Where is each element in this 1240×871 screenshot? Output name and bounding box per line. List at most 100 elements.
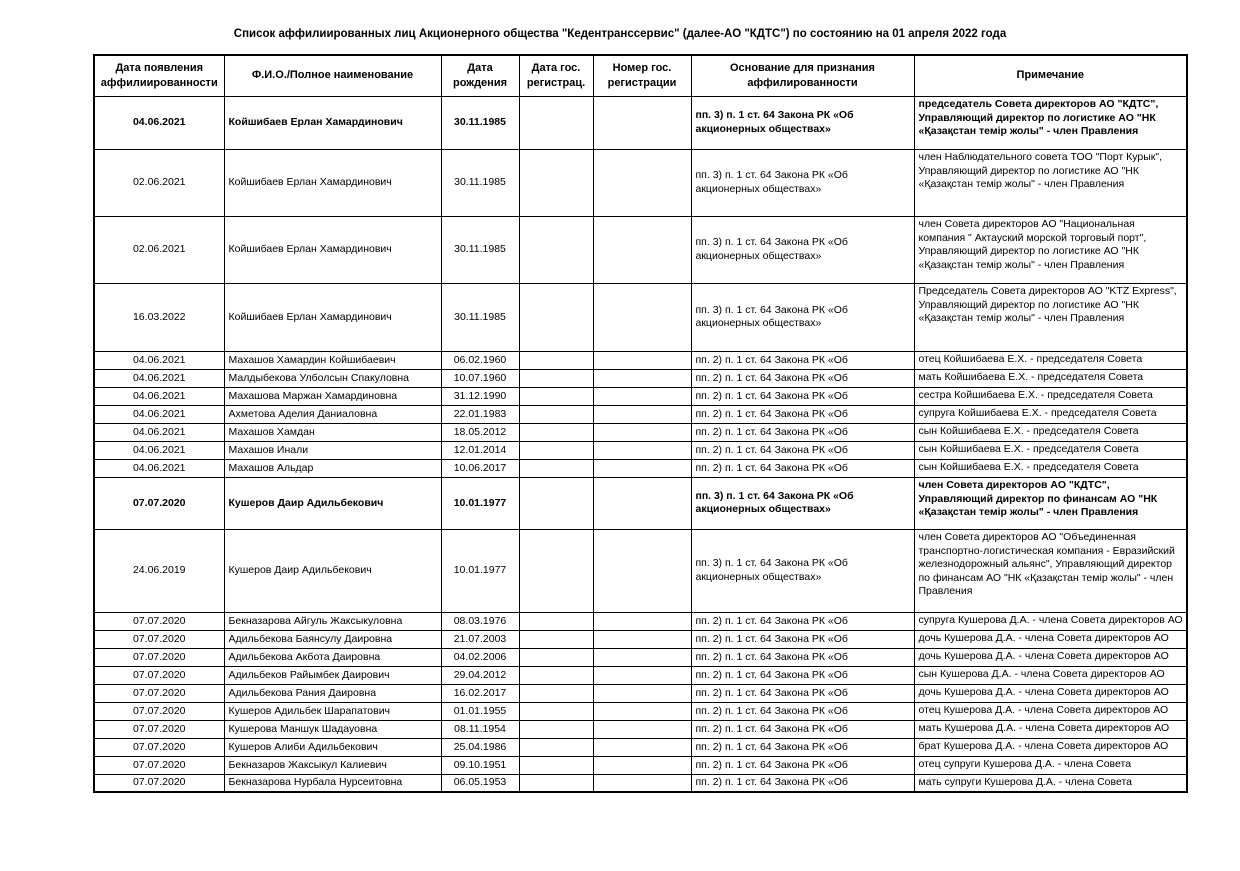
table-cell <box>518 95 594 150</box>
table-cell: 07.07.2020 <box>93 773 225 793</box>
table-cell <box>518 386 594 406</box>
column-header-1: Ф.И.О./Полное наименование <box>223 54 442 97</box>
table-cell: 21.07.2003 <box>440 629 520 649</box>
table-row: 24.06.2019 Кушеров Даир Адильбекович 10.01… <box>93 528 1188 613</box>
table-cell: Койшибаев Ерлан Хамардинович <box>223 148 442 217</box>
table-cell: Председатель Совета директоров АО "KTZ E… <box>913 282 1188 352</box>
table-row: 04.06.2021 Койшибаев Ерлан Хамардинович 30… <box>93 95 1188 150</box>
table-cell: 07.07.2020 <box>93 665 225 685</box>
table-cell <box>592 458 692 478</box>
table-cell <box>518 404 594 424</box>
table-cell: пп. 2) п. 1 ст. 64 Закона РК «Об <box>690 386 915 406</box>
table-cell: 07.07.2020 <box>93 737 225 757</box>
table-cell: пп. 2) п. 1 ст. 64 Закона РК «Об <box>690 737 915 757</box>
table-row: 02.06.2021 Койшибаев Ерлан Хамардинович 30… <box>93 148 1188 217</box>
table-cell: 02.06.2021 <box>93 148 225 217</box>
table-cell: 12.01.2014 <box>440 440 520 460</box>
table-cell: Бекназарова Айгуль Жаксыкуловна <box>223 611 442 631</box>
table-cell: 30.11.1985 <box>440 95 520 150</box>
table-cell <box>592 629 692 649</box>
table-cell <box>592 148 692 217</box>
table-cell: 31.12.1990 <box>440 386 520 406</box>
table-cell: 07.07.2020 <box>93 701 225 721</box>
table-cell: 29.04.2012 <box>440 665 520 685</box>
table-cell <box>592 665 692 685</box>
table-cell: 04.06.2021 <box>93 422 225 442</box>
table-cell <box>592 215 692 284</box>
table-cell: сын Койшибаева Е.Х. - председателя Совет… <box>913 440 1188 460</box>
table-cell <box>518 528 594 613</box>
table-cell: сын Койшибаева Е.Х. - председателя Совет… <box>913 458 1188 478</box>
table-cell: Койшибаев Ерлан Хамардинович <box>223 95 442 150</box>
table-cell <box>518 683 594 703</box>
table-row: 04.06.2021 Махашов Альдар 10.06.2017 пп. 2)… <box>93 458 1188 478</box>
table-row: 07.07.2020 Адильбеков Райымбек Даирович 29… <box>93 665 1188 685</box>
table-cell: 04.06.2021 <box>93 440 225 460</box>
column-header-4: Номер гос. регистрации <box>592 54 692 97</box>
table-cell: мать Кушерова Д.А. - члена Совета директ… <box>913 719 1188 739</box>
table-body: 04.06.2021 Койшибаев Ерлан Хамардинович 30… <box>93 95 1188 793</box>
table-cell: отец супруги Кушерова Д.А. - члена Совет… <box>913 755 1188 775</box>
table-cell: пп. 3) п. 1 ст. 64 Закона РК «Об акционе… <box>690 95 915 150</box>
table-row: 04.06.2021 Махашов Хамдан 18.05.2012 пп. 2)… <box>93 422 1188 442</box>
table-cell <box>592 350 692 370</box>
table-cell: пп. 2) п. 1 ст. 64 Закона РК «Об <box>690 458 915 478</box>
table-cell: пп. 2) п. 1 ст. 64 Закона РК «Об <box>690 665 915 685</box>
table-cell: 07.07.2020 <box>93 629 225 649</box>
table-cell: Бекназаров Жаксыкул Калиевич <box>223 755 442 775</box>
table-cell: Кушеров Алиби Адильбекович <box>223 737 442 757</box>
column-header-5: Основание для признания аффилированности <box>690 54 915 97</box>
table-cell: пп. 2) п. 1 ст. 64 Закона РК «Об <box>690 773 915 793</box>
table-cell: дочь Кушерова Д.А. - члена Совета директ… <box>913 629 1188 649</box>
table-cell <box>518 215 594 284</box>
table-cell: пп. 2) п. 1 ст. 64 Закона РК «Об <box>690 629 915 649</box>
table-row: 04.06.2021 Махашов Инали 12.01.2014 пп. 2) … <box>93 440 1188 460</box>
table-row: 07.07.2020 Кушеров Алиби Адильбекович 25.0… <box>93 737 1188 757</box>
table-cell: мать супруги Кушерова Д.А. - члена Совет… <box>913 773 1188 793</box>
table-cell: супруга Кушерова Д.А. - члена Совета дир… <box>913 611 1188 631</box>
table-cell <box>518 701 594 721</box>
table-cell: 07.07.2020 <box>93 683 225 703</box>
affiliated-persons-table: Дата появления аффилиированности Ф.И.О./П… <box>93 54 1188 794</box>
table-cell: 07.07.2020 <box>93 647 225 667</box>
table-row: 07.07.2020 Адильбекова Акбота Даировна 04.… <box>93 647 1188 667</box>
table-cell: 30.11.1985 <box>440 215 520 284</box>
table-cell <box>518 458 594 478</box>
table-cell <box>592 422 692 442</box>
table-cell: 22.01.1983 <box>440 404 520 424</box>
table-cell <box>592 737 692 757</box>
column-header-0: Дата появления аффилиированности <box>93 54 225 97</box>
table-row: 07.07.2020 Кушерова Маншук Шадауовна 08.11… <box>93 719 1188 739</box>
table-cell: пп. 3) п. 1 ст. 64 Закона РК «Об акционе… <box>690 282 915 352</box>
table-cell <box>592 719 692 739</box>
table-cell: 30.11.1985 <box>440 282 520 352</box>
table-cell <box>592 755 692 775</box>
table-cell <box>592 683 692 703</box>
table-cell: 07.07.2020 <box>93 611 225 631</box>
table-cell <box>518 665 594 685</box>
table-cell: 10.07.1960 <box>440 368 520 388</box>
page-title: Список аффилиированных лиц Акционерного … <box>233 28 1007 40</box>
table-cell <box>518 368 594 388</box>
table-cell <box>592 528 692 613</box>
table-cell: пп. 3) п. 1 ст. 64 Закона РК «Об акционе… <box>690 476 915 530</box>
table-row: 07.07.2020 Кушеров Адильбек Шарапатович 01… <box>93 701 1188 721</box>
table-cell: Ахметова Аделия Даниаловна <box>223 404 442 424</box>
table-cell: дочь Кушерова Д.А. - члена Совета директ… <box>913 683 1188 703</box>
table-row: 04.06.2021 Ахметова Аделия Даниаловна 22.0… <box>93 404 1188 424</box>
table-cell: 06.05.1953 <box>440 773 520 793</box>
table-row: 16.03.2022 Койшибаев Ерлан Хамардинович 30… <box>93 282 1188 352</box>
table-cell: 10.06.2017 <box>440 458 520 478</box>
table-cell: дочь Кушерова Д.А. - члена Совета директ… <box>913 647 1188 667</box>
table-cell: 06.02.1960 <box>440 350 520 370</box>
column-header-6: Примечание <box>913 54 1188 97</box>
table-cell: пп. 3) п. 1 ст. 64 Закона РК «Об акционе… <box>690 148 915 217</box>
table-cell: мать Койшибаева Е.Х. - председателя Сове… <box>913 368 1188 388</box>
table-row: 07.07.2020 Бекназаров Жаксыкул Калиевич 09… <box>93 755 1188 775</box>
table-cell: брат Кушерова Д.А. - члена Совета директ… <box>913 737 1188 757</box>
table-cell: Кушеров Даир Адильбекович <box>223 528 442 613</box>
table-cell <box>592 386 692 406</box>
table-cell: пп. 3) п. 1 ст. 64 Закона РК «Об акционе… <box>690 528 915 613</box>
table-cell: 01.01.1955 <box>440 701 520 721</box>
table-cell <box>518 737 594 757</box>
